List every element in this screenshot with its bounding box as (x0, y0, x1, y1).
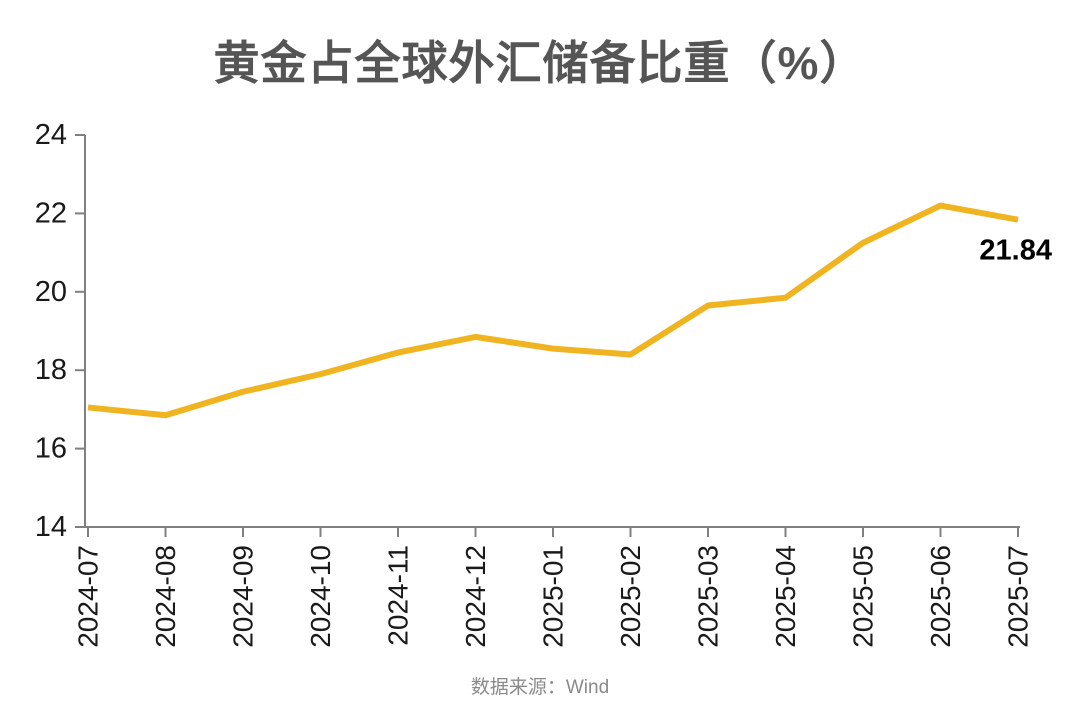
y-axis-label: 16 (35, 433, 67, 465)
last-value-label: 21.84 (979, 235, 1052, 267)
x-axis-label: 2024-12 (460, 545, 491, 648)
x-axis-label: 2025-06 (925, 545, 956, 648)
x-axis-label: 2025-03 (693, 545, 724, 648)
y-axis-label: 22 (35, 197, 67, 229)
x-axis-label: 2024-10 (305, 545, 336, 648)
x-axis-label: 2024-07 (73, 545, 104, 648)
y-axis-label: 14 (35, 511, 67, 543)
x-axis-label: 2024-11 (383, 545, 414, 646)
y-axis-label: 20 (35, 276, 67, 308)
source-note: 数据来源：Wind (470, 677, 610, 698)
x-axis-label: 2024-08 (150, 545, 181, 648)
x-axis-label: 2025-07 (1003, 545, 1034, 648)
axis-lines (84, 135, 1020, 528)
x-axis-label: 2025-01 (538, 545, 569, 648)
data-series-line (87, 202, 1019, 419)
y-axis-label: 18 (35, 354, 67, 386)
x-axis-label: 2024-09 (228, 545, 259, 648)
x-axis-label: 2025-05 (848, 545, 879, 648)
y-axis-label: 24 (35, 119, 67, 151)
x-axis-label: 2025-04 (770, 545, 801, 648)
x-axis-label: 2025-02 (615, 545, 646, 648)
chart-title: 黄金占全球外汇储备比重（%） (213, 37, 867, 89)
